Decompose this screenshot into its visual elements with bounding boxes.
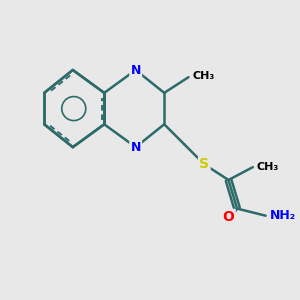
Text: NH₂: NH₂ [270, 209, 296, 222]
Text: N: N [130, 64, 141, 76]
Text: S: S [199, 157, 209, 171]
Text: CH₃: CH₃ [193, 71, 215, 81]
Text: CH₃: CH₃ [256, 162, 278, 172]
Text: O: O [223, 210, 235, 224]
Text: N: N [130, 141, 141, 154]
